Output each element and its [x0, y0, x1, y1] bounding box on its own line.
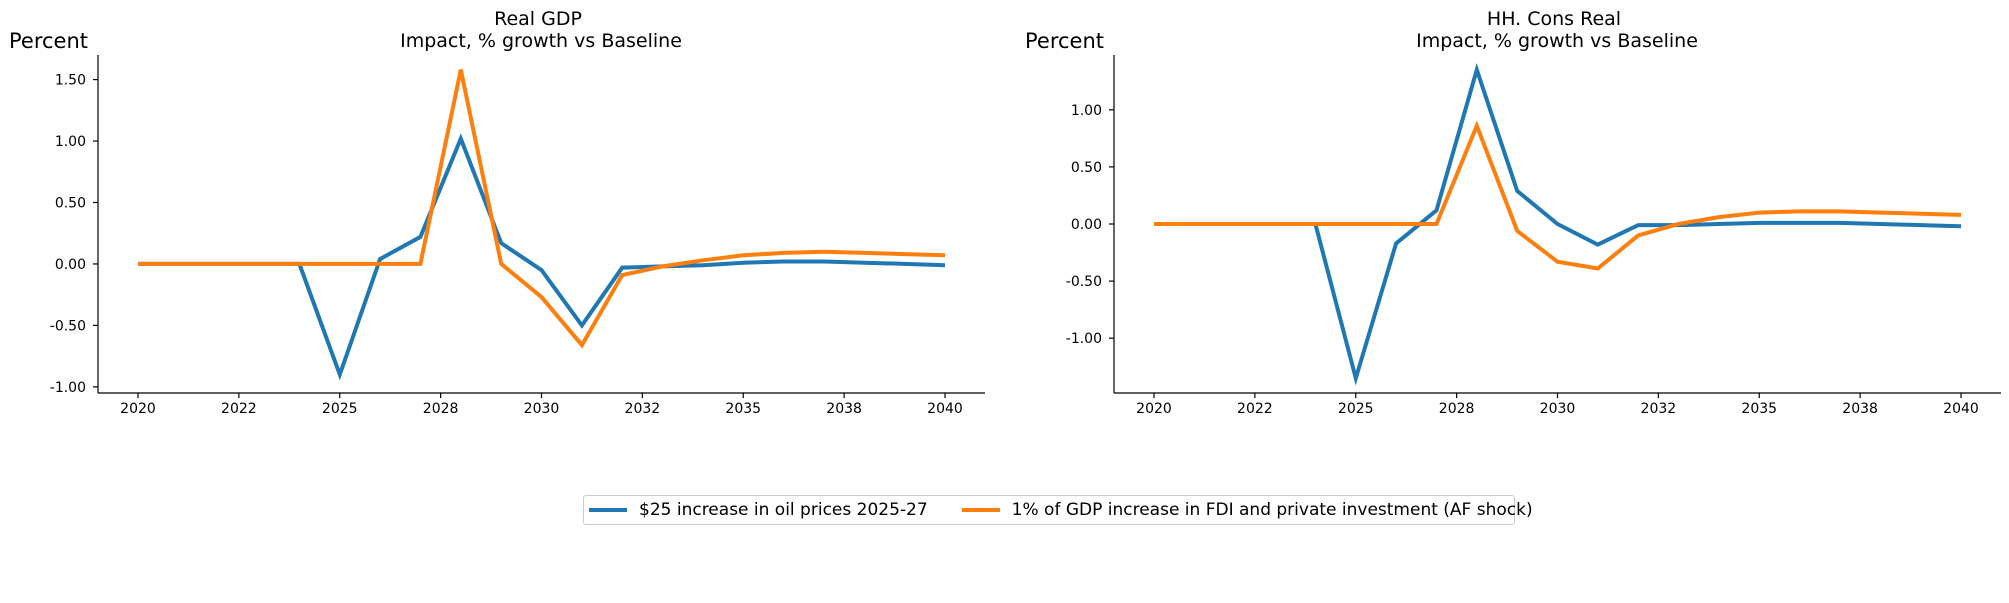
y-tick-label: -1.00 [1066, 331, 1102, 347]
y-axis-label: Percent [1025, 29, 1104, 53]
y-tick-label: -0.50 [1066, 274, 1102, 290]
x-tick-label: 2038 [1842, 401, 1878, 417]
x-tick-label: 2040 [1943, 401, 1979, 417]
x-tick-label: 2020 [120, 401, 156, 417]
x-tick-label: 2030 [1540, 401, 1576, 417]
chart-title: Real GDP [494, 8, 582, 30]
y-tick-label: -1.00 [50, 380, 86, 396]
series-line-fdi-investment [1154, 120, 1962, 271]
y-tick-label: 0.50 [1071, 160, 1102, 176]
y-tick-label: 1.00 [55, 134, 86, 150]
x-tick-label: 2032 [1641, 401, 1677, 417]
x-tick-label: 2035 [725, 401, 761, 417]
legend-swatch-oil [589, 508, 627, 512]
x-tick-label: 2040 [927, 401, 963, 417]
y-tick-label: 1.00 [1071, 103, 1102, 119]
x-tick-label: 2032 [625, 401, 661, 417]
chart-subtitle: Impact, % growth vs Baseline [400, 30, 682, 52]
series-lines [1154, 63, 1962, 386]
y-tick-label: -0.50 [50, 318, 86, 334]
chart-hh-cons-real: HH. Cons Real Impact, % growth vs Baseli… [1025, 8, 2001, 417]
x-tick-label: 2030 [524, 401, 560, 417]
legend-item-oil: $25 increase in oil prices 2025-27 [589, 500, 928, 520]
x-tick-label: 2025 [1338, 401, 1374, 417]
legend-label-fdi: 1% of GDP increase in FDI and private in… [1011, 500, 1533, 520]
y-tick-label: 0.50 [55, 195, 86, 211]
legend-swatch-fdi [961, 508, 1000, 512]
legend-label-oil: $25 increase in oil prices 2025-27 [639, 500, 928, 520]
y-axis-label: Percent [9, 29, 88, 53]
x-ticks: 2020 2022 2025 2028 2030 2032 2035 2038 2040 [120, 393, 963, 417]
x-tick-label: 2022 [221, 401, 257, 417]
y-tick-label: 0.00 [55, 257, 86, 273]
legend-item-fdi: 1% of GDP increase in FDI and private in… [961, 500, 1533, 520]
series-line-fdi-investment [138, 69, 946, 349]
y-tick-label: 1.50 [55, 73, 86, 89]
chart-subtitle: Impact, % growth vs Baseline [1416, 30, 1698, 52]
x-tick-label: 2028 [423, 401, 459, 417]
x-tick-label: 2035 [1741, 401, 1777, 417]
chart-title: HH. Cons Real [1487, 8, 1621, 30]
x-tick-label: 2025 [322, 401, 358, 417]
x-tick-label: 2028 [1439, 401, 1475, 417]
x-tick-label: 2022 [1237, 401, 1273, 417]
y-ticks: -1.00 -0.50 0.00 0.50 1.00 [1066, 103, 1114, 347]
x-tick-label: 2020 [1136, 401, 1172, 417]
legend: $25 increase in oil prices 2025-27 1% of… [583, 495, 1533, 525]
x-ticks: 2020 2022 2025 2028 2030 2032 2035 2038 2040 [1136, 393, 1979, 417]
x-tick-label: 2038 [826, 401, 862, 417]
series-lines [138, 69, 946, 381]
y-ticks: -1.00 -0.50 0.00 0.50 1.00 1.50 [50, 73, 98, 396]
chart-real-gdp: Real GDP Impact, % growth vs Baseline Pe… [9, 8, 985, 417]
series-line-oil-prices [138, 133, 946, 381]
y-tick-label: 0.00 [1071, 217, 1102, 233]
